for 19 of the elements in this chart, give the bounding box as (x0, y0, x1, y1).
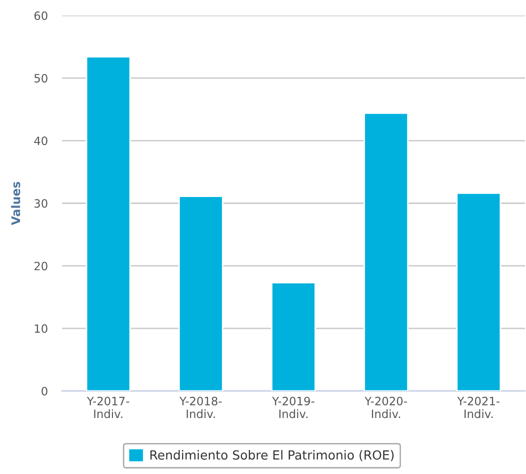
x-tick-label: Y-2020- Indiv. (364, 396, 407, 418)
bar (178, 196, 224, 391)
y-tick-label: 40 (34, 136, 48, 146)
bar (364, 112, 409, 391)
x-tick-label: Y-2017- Indiv. (86, 396, 130, 418)
x-tick-label: Y-2019- Indiv. (272, 396, 314, 418)
y-tick-label: 10 (34, 324, 48, 333)
x-tick-label: Y-2018- Indiv. (179, 396, 222, 418)
y-tick-label: 50 (34, 74, 48, 83)
y-axis-title: Values (11, 182, 20, 226)
y-tick-label: 60 (34, 11, 48, 20)
bar (86, 56, 131, 391)
legend-label: Rendimiento Sobre El Patrimonio (ROE) (150, 450, 394, 462)
y-tick-label: 30 (34, 199, 48, 208)
y-tick-label: 0 (42, 386, 48, 396)
bar (271, 282, 316, 391)
x-tick-label: Y-2021- Indiv. (457, 396, 500, 418)
bar (456, 192, 502, 391)
y-tick-label: 20 (34, 262, 48, 270)
